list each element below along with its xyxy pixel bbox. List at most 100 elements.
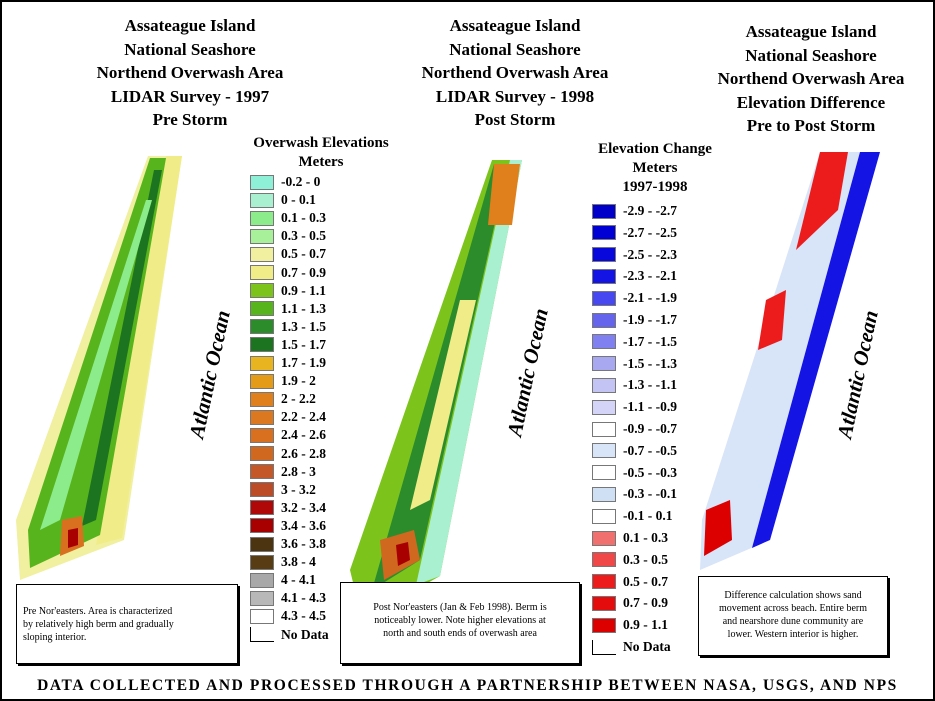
- elevation-legend-row: 1.7 - 1.9: [250, 354, 326, 372]
- elevation-legend-swatch: [250, 572, 274, 588]
- change-legend-swatch: [592, 203, 616, 219]
- change-legend-swatch: [592, 247, 616, 263]
- change-legend-row: -1.3 - -1.1: [592, 376, 677, 394]
- elevation-legend-label: 0.1 - 0.3: [281, 210, 326, 226]
- change-legend-swatch: [592, 617, 616, 633]
- elevation-legend-label: 0.5 - 0.7: [281, 246, 326, 262]
- change-legend-label: -1.7 - -1.5: [623, 333, 677, 349]
- elevation-legend-label: 3.6 - 3.8: [281, 536, 326, 551]
- elevation-legend-swatch: [250, 518, 274, 534]
- elevation-legend-label: 4 - 4.1: [281, 572, 316, 588]
- change-legend-row: 0.5 - 0.7: [592, 573, 668, 591]
- elevation-legend-label: 3.4 - 3.6: [281, 517, 326, 533]
- change-legend-swatch: [592, 443, 616, 459]
- elevation-legend-swatch: [250, 554, 274, 570]
- elevation-legend: -0.2 - 0 0 - 0.1 0.1 - 0.3 0.3 - 0.5 0.5 - 0…: [250, 173, 400, 653]
- change-legend-swatch: [592, 574, 616, 590]
- elevation-legend-swatch: [250, 301, 274, 317]
- interior-darkgreen: [372, 164, 508, 590]
- elevation-legend-row: 3.6 - 3.8: [250, 535, 326, 553]
- change-legend-swatch: [592, 508, 616, 524]
- elevation-legend-row: 0.9 - 1.1: [250, 282, 326, 300]
- change-legend-swatch: [592, 421, 616, 437]
- change-legend-swatch: [592, 312, 616, 328]
- change-legend-swatch: [592, 225, 616, 241]
- change-legend-label: -0.7 - -0.5: [623, 442, 677, 458]
- elevation-legend-label: 2.4 - 2.6: [281, 427, 326, 443]
- change-legend-label: -2.7 - -2.5: [623, 224, 677, 240]
- elevation-legend-swatch: [250, 627, 274, 642]
- change-legend-row: -2.7 - -2.5: [592, 224, 677, 242]
- dark-berm: [82, 170, 162, 526]
- panel-3-title: Assateague Island National Seashore Nort…: [717, 22, 905, 135]
- change-legend-swatch: [592, 530, 616, 546]
- change-legend-label: No Data: [623, 639, 671, 654]
- elevation-legend-row: 2.8 - 3: [250, 463, 316, 481]
- change-legend-swatch: [592, 334, 616, 350]
- elevation-legend-row: 0.7 - 0.9: [250, 264, 326, 282]
- change-legend-swatch: [592, 465, 616, 481]
- elevation-legend-row: 2.4 - 2.6: [250, 426, 326, 444]
- change-legend-row: -0.3 - -0.1: [592, 485, 677, 503]
- beach-blue-band: [752, 152, 880, 548]
- elevation-legend-row: 2.6 - 2.8: [250, 445, 326, 463]
- elevation-legend-swatch: [250, 373, 274, 389]
- change-legend-row: 0.9 - 1.1: [592, 616, 668, 634]
- change-legend-swatch: [592, 356, 616, 372]
- elevation-legend-row: 2 - 2.2: [250, 390, 316, 408]
- change-legend-row: 0.3 - 0.5: [592, 551, 668, 569]
- elevation-legend-row: 3.4 - 3.6: [250, 517, 326, 535]
- panel-2-title: Assateague Island National Seashore Nort…: [421, 16, 609, 129]
- elevation-legend-swatch: [250, 409, 274, 425]
- elevation-legend-row: No Data: [250, 626, 329, 644]
- elevation-legend-label: 2 - 2.2: [281, 391, 316, 407]
- change-legend-row: -2.5 - -2.3: [592, 246, 677, 264]
- change-legend-label: -1.9 - -1.7: [623, 312, 677, 327]
- change-legend-title: Elevation Change Meters 1997-1998: [598, 141, 712, 195]
- elevation-legend-label: 2.6 - 2.8: [281, 445, 326, 461]
- elevation-legend-label: 3.2 - 3.4: [281, 499, 326, 515]
- change-legend-row: -2.3 - -2.1: [592, 267, 677, 285]
- note-pre-storm: Pre Nor'easters. Area is characterized b…: [16, 584, 238, 664]
- elevation-legend-label: 4.3 - 4.5: [281, 608, 326, 624]
- elevation-legend-label: 0 - 0.1: [281, 192, 316, 208]
- south-red-patch: [68, 528, 78, 548]
- elevation-legend-row: 1.5 - 1.7: [250, 336, 326, 354]
- change-legend-label: -2.5 - -2.3: [623, 246, 677, 262]
- change-legend-swatch: [592, 268, 616, 284]
- elevation-legend-row: 4.3 - 4.5: [250, 607, 326, 625]
- mid-red-gain: [758, 290, 786, 350]
- change-legend-label: -1.5 - -1.3: [623, 355, 677, 371]
- change-legend-label: 0.5 - 0.7: [623, 573, 668, 589]
- change-legend-row: -0.1 - 0.1: [592, 507, 673, 525]
- elevation-legend-row: 2.2 - 2.4: [250, 408, 326, 426]
- change-legend-swatch: [592, 290, 616, 306]
- change-legend-label: -0.5 - -0.3: [623, 464, 677, 480]
- elevation-legend-label: 2.8 - 3: [281, 463, 316, 479]
- change-legend-swatch: [592, 639, 616, 655]
- change-legend-row: No Data: [592, 638, 671, 656]
- elevation-legend-swatch: [250, 319, 274, 335]
- change-legend-row: -0.7 - -0.5: [592, 442, 677, 460]
- elevation-legend-swatch: [250, 427, 274, 443]
- elevation-legend-label: -0.2 - 0: [281, 174, 321, 189]
- north-orange: [488, 164, 520, 225]
- elevation-legend-row: 0.1 - 0.3: [250, 209, 326, 227]
- elevation-legend-swatch: [250, 210, 274, 226]
- elevation-legend-label: 4.1 - 4.3: [281, 590, 326, 606]
- change-legend-swatch: [592, 595, 616, 611]
- elevation-legend-swatch: [250, 446, 274, 461]
- elevation-legend-label: 0.7 - 0.9: [281, 264, 326, 280]
- change-legend-label: -1.1 - -0.9: [623, 399, 677, 415]
- credits-footer: DATA COLLECTED AND PROCESSED THROUGH A P…: [37, 677, 898, 694]
- change-legend-row: -1.1 - -0.9: [592, 398, 677, 416]
- elevation-legend-label: 1.5 - 1.7: [281, 336, 326, 352]
- elevation-legend-row: 3 - 3.2: [250, 481, 316, 499]
- elevation-legend-row: 3.2 - 3.4: [250, 499, 326, 517]
- change-legend-row: -2.1 - -1.9: [592, 289, 677, 307]
- south-red-gain: [704, 500, 732, 556]
